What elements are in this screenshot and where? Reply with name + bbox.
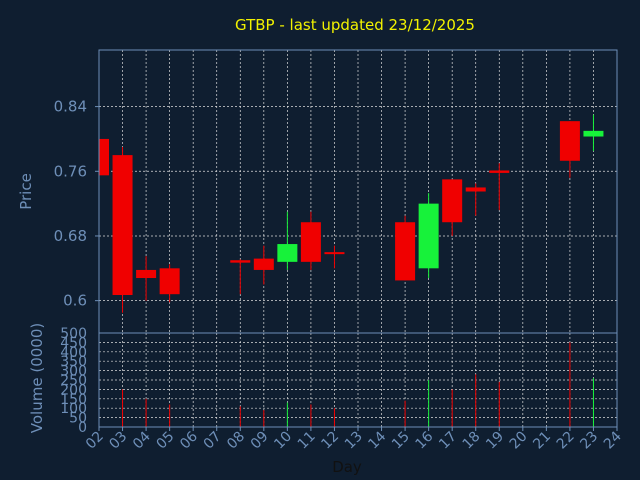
x-tick-label: 09 (248, 429, 272, 453)
x-tick-label: 12 (318, 429, 342, 453)
x-tick-label: 03 (106, 429, 130, 453)
candle-body (230, 260, 251, 263)
price-tick-label: 0.76 (54, 162, 87, 180)
candle-body (136, 269, 157, 279)
price-tick-label: 0.68 (54, 227, 87, 245)
x-tick-labels: 02 03 04 05 06 07 08 09 10 11 12 13 14 15 16 17 18 19 20 21… (83, 427, 625, 452)
x-tick-label: 05 (154, 429, 178, 453)
x-tick-label: 08 (224, 429, 248, 453)
volume-tick-label: 300 (60, 364, 87, 380)
volume-tick-label: 400 (60, 345, 87, 361)
candle-body (489, 170, 510, 173)
volume-tick-label: 150 (60, 392, 87, 408)
volume-tick-label: 450 (60, 335, 87, 351)
x-tick-label: 17 (436, 429, 460, 453)
x-tick-label: 22 (554, 429, 578, 453)
volume-tick-label: 100 (60, 401, 87, 417)
candle-body (159, 268, 180, 295)
volume-tick-label: 0 (78, 420, 87, 436)
volume-tick-label: 200 (60, 382, 87, 398)
chart-title: GTBP - last updated 23/12/2025 (235, 16, 475, 34)
x-tick-label: 10 (271, 429, 295, 453)
candles (98, 114, 604, 313)
x-tick-label: 11 (295, 429, 319, 453)
x-tick-label: 16 (413, 428, 437, 452)
volume-tick-label: 500 (60, 326, 87, 342)
volume-gridlines (98, 332, 618, 428)
x-tick-label: 20 (507, 429, 531, 453)
volume-tick-label: 350 (60, 354, 87, 370)
x-tick-label: 04 (130, 428, 154, 452)
candle-body (418, 203, 439, 269)
x-tick-label: 18 (460, 429, 484, 453)
candle-body (442, 179, 463, 223)
price-tick-labels: 0.6 0.68 0.76 0.84 (54, 98, 99, 310)
price-tick-label: 0.6 (63, 292, 87, 310)
candle-body (324, 252, 345, 255)
candle-body (112, 155, 133, 295)
volume-tick-label: 250 (60, 373, 87, 389)
candle-body (300, 222, 321, 262)
candle-body (583, 130, 604, 137)
volume-axis-label: Volume (0000) (28, 323, 46, 433)
candle-body (465, 187, 486, 192)
candle-body (395, 222, 416, 281)
x-tick-label: 21 (530, 429, 554, 453)
x-axis-label: Day (332, 458, 362, 476)
x-tick-label: 07 (201, 429, 225, 453)
x-tick-label: 13 (342, 429, 366, 453)
volume-panel-frame (98, 332, 618, 428)
x-tick-label: 15 (389, 429, 413, 453)
volume-tick-label: 50 (69, 411, 87, 427)
candle-body (277, 244, 298, 262)
x-tick-label: 24 (601, 428, 625, 452)
x-tick-label: 23 (577, 429, 601, 453)
x-tick-label: 06 (177, 428, 201, 452)
x-tick-label: 14 (365, 428, 389, 452)
volume-bars (122, 342, 594, 427)
candle-body (559, 121, 580, 161)
x-tick-label: 19 (483, 429, 507, 453)
candle-body (253, 258, 274, 270)
price-axis-label: Price (17, 173, 35, 210)
price-tick-label: 0.84 (54, 98, 87, 116)
candle-body (99, 138, 109, 176)
